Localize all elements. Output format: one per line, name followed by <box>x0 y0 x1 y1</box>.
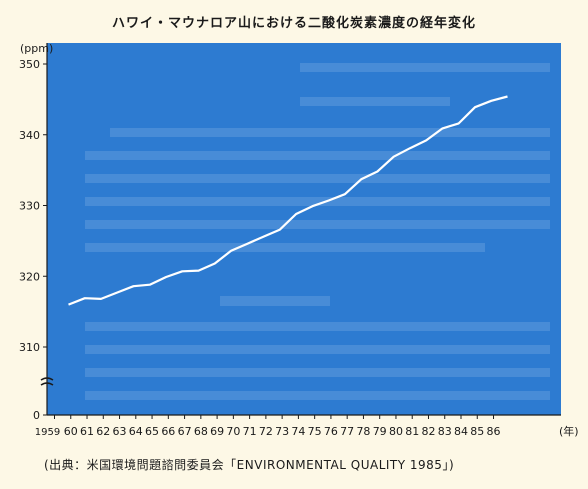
x-tick-label: 61 <box>80 425 94 438</box>
x-tick-label: 75 <box>308 425 322 438</box>
x-tick-label: 79 <box>373 425 387 438</box>
x-tick-label: 82 <box>421 425 435 438</box>
x-tick-label: 67 <box>178 425 192 438</box>
plot-watermark-text <box>85 63 550 400</box>
x-tick-label: 62 <box>96 425 110 438</box>
x-tick-label: 83 <box>438 425 452 438</box>
y-axis-ticks: 0 310 320 330 340 350 <box>19 58 47 422</box>
y-tick-label: 330 <box>19 200 40 213</box>
x-axis-ticks: 1959 60 61 62 63 64 65 66 67 68 69 70 71 72 73 74 75 76 77… <box>35 415 501 438</box>
x-tick-label: 73 <box>275 425 289 438</box>
y-tick-label: 350 <box>19 58 40 71</box>
x-tick-label: 64 <box>129 425 143 438</box>
x-tick-label: 63 <box>113 425 127 438</box>
x-unit-label: (年) <box>559 424 579 438</box>
series-line-co2 <box>68 95 508 306</box>
x-tick-label: 60 <box>64 425 78 438</box>
y-tick-label: 310 <box>19 341 40 354</box>
x-tick-label: 72 <box>259 425 273 438</box>
y-tick-label: 0 <box>33 409 40 422</box>
x-tick-label: 76 <box>324 425 338 438</box>
x-tick-label: 70 <box>226 425 240 438</box>
x-tick-label: 68 <box>194 425 208 438</box>
source-note: (出典：米国環境問題諮問委員会「ENVIRONMENTAL QUALITY 19… <box>44 458 455 472</box>
x-tick-label: 71 <box>243 425 257 438</box>
y-tick-label: 320 <box>19 270 40 283</box>
x-tick-label: 1959 <box>35 427 60 438</box>
plot-area <box>47 43 561 415</box>
x-tick-label: 84 <box>454 425 468 438</box>
x-tick-label: 78 <box>356 425 370 438</box>
x-tick-label: 77 <box>340 425 354 438</box>
y-tick-label: 340 <box>19 129 40 142</box>
x-tick-label: 66 <box>161 425 175 438</box>
x-tick-label: 65 <box>145 425 159 438</box>
x-tick-label: 85 <box>470 425 484 438</box>
x-tick-label: 69 <box>210 425 224 438</box>
x-tick-label: 74 <box>291 425 305 438</box>
x-tick-label: 86 <box>487 425 501 438</box>
chart-title: ハワイ・マウナロア山における二酸化炭素濃度の経年変化 <box>111 16 476 31</box>
y-axis-break-icon <box>40 377 54 386</box>
x-tick-label: 81 <box>405 425 419 438</box>
y-unit-label: (ppm) <box>20 42 53 55</box>
x-tick-label: 80 <box>389 425 403 438</box>
